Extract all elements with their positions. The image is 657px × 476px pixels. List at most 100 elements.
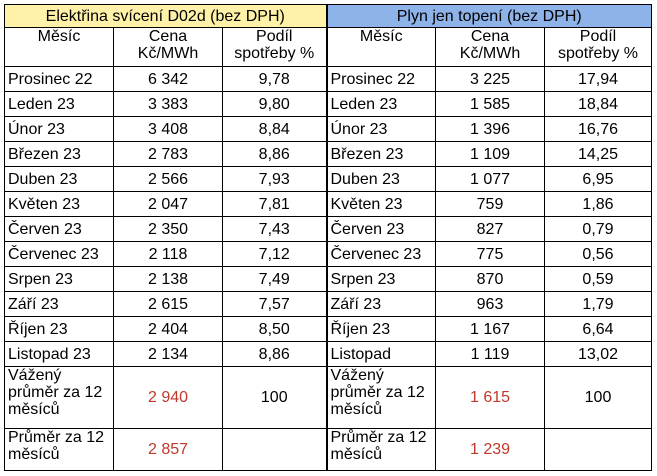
gas-price-cell: 1 585 — [435, 91, 545, 117]
gas-price-cell: 1 077 — [435, 166, 545, 192]
gas-price-cell: 759 — [435, 191, 545, 217]
el-month-header: Měsíc — [4, 27, 114, 67]
el-share-cell: 7,93 — [222, 166, 327, 192]
table-row: Listopad 23 2 134 8,86 Listopad 1 119 13,02 — [4, 341, 652, 367]
el-share-cell: 7,81 — [222, 191, 327, 217]
gas-month-cell: Září 23 — [325, 291, 436, 317]
gas-month-cell: Říjen 23 — [325, 316, 436, 342]
table-row: Březen 23 2 783 8,86 Březen 23 1 109 14,25 — [4, 141, 652, 167]
table-row: Leden 23 3 383 9,80 Leden 23 1 585 18,84 — [4, 91, 652, 117]
table-row: Červenec 23 2 118 7,12 Červenec 23 775 0,56 — [4, 241, 652, 267]
gas-month-cell: Leden 23 — [325, 91, 436, 117]
el-price-header: Cena Kč/MWh — [113, 27, 223, 67]
el-share-cell: 9,78 — [222, 66, 327, 92]
gas-month-cell: Červenec 23 — [325, 241, 436, 267]
gas-month-cell: Srpen 23 — [325, 266, 436, 292]
el-month-cell: Leden 23 — [4, 91, 114, 117]
el-price-cell: 2 404 — [113, 316, 223, 342]
el-month-cell: Září 23 — [4, 291, 114, 317]
el-share-cell: 8,86 — [222, 341, 327, 367]
gas-month-cell: Únor 23 — [325, 116, 436, 142]
average-gas-price: 1 239 — [435, 428, 545, 471]
gas-price-cell: 870 — [435, 266, 545, 292]
weighted-gas-share: 100 — [544, 366, 652, 429]
gas-share-cell: 0,59 — [544, 266, 652, 292]
el-share-cell: 8,84 — [222, 116, 327, 142]
gas-month-cell: Prosinec 22 — [325, 66, 436, 92]
gas-share-cell: 18,84 — [544, 91, 652, 117]
weighted-el-price: 2 940 — [113, 366, 223, 429]
el-price-cell: 2 118 — [113, 241, 223, 267]
weighted-gas-label: Vážený průměr za 12 měsíců — [325, 366, 436, 429]
el-price-cell: 3 383 — [113, 91, 223, 117]
electricity-title: Elektřina svícení D02d (bez DPH) — [4, 4, 327, 28]
el-price-cell: 2 783 — [113, 141, 223, 167]
table-row: Únor 23 3 408 8,84 Únor 23 1 396 16,76 — [4, 116, 652, 142]
average-row: Průměr za 12 měsíců 2 857 Průměr za 12 měs… — [4, 428, 652, 471]
el-month-cell: Červen 23 — [4, 216, 114, 242]
price-table: Elektřina svícení D02d (bez DPH) Plyn je… — [4, 4, 652, 471]
gas-share-cell: 6,64 — [544, 316, 652, 342]
el-month-cell: Listopad 23 — [4, 341, 114, 367]
weighted-gas-price: 1 615 — [435, 366, 545, 429]
el-share-cell: 7,43 — [222, 216, 327, 242]
table-row: Květen 23 2 047 7,81 Květen 23 759 1,86 — [4, 191, 652, 217]
el-month-cell: Duben 23 — [4, 166, 114, 192]
gas-month-cell: Březen 23 — [325, 141, 436, 167]
average-gas-label: Průměr za 12 měsíců — [325, 428, 436, 471]
el-price-cell: 3 408 — [113, 116, 223, 142]
el-price-cell: 2 615 — [113, 291, 223, 317]
gas-month-cell: Květen 23 — [325, 191, 436, 217]
average-el-price: 2 857 — [113, 428, 223, 471]
group-header-row: Elektřina svícení D02d (bez DPH) Plyn je… — [4, 4, 652, 28]
el-price-cell: 6 342 — [113, 66, 223, 92]
gas-title: Plyn jen topení (bez DPH) — [325, 4, 652, 28]
gas-price-cell: 1 119 — [435, 341, 545, 367]
el-month-cell: Březen 23 — [4, 141, 114, 167]
table-row: Říjen 23 2 404 8,50 Říjen 23 1 167 6,64 — [4, 316, 652, 342]
gas-share-cell: 1,86 — [544, 191, 652, 217]
average-gas-share — [544, 428, 652, 471]
el-share-cell: 7,12 — [222, 241, 327, 267]
el-share-cell: 7,49 — [222, 266, 327, 292]
average-label: Průměr za 12 měsíců — [4, 428, 114, 471]
gas-share-cell: 13,02 — [544, 341, 652, 367]
gas-share-cell: 6,95 — [544, 166, 652, 192]
gas-share-cell: 1,79 — [544, 291, 652, 317]
gas-share-cell: 0,79 — [544, 216, 652, 242]
weighted-average-row: Vážený průměr za 12 měsíců 2 940 100 Vážený… — [4, 366, 652, 429]
gas-month-cell: Červen 23 — [325, 216, 436, 242]
gas-price-cell: 827 — [435, 216, 545, 242]
gas-share-cell: 0,56 — [544, 241, 652, 267]
el-month-cell: Únor 23 — [4, 116, 114, 142]
weighted-el-share: 100 — [222, 366, 327, 429]
table-row: Duben 23 2 566 7,93 Duben 23 1 077 6,95 — [4, 166, 652, 192]
el-month-cell: Prosinec 22 — [4, 66, 114, 92]
gas-month-cell: Listopad — [325, 341, 436, 367]
el-share-cell: 7,57 — [222, 291, 327, 317]
el-month-cell: Květen 23 — [4, 191, 114, 217]
el-share-cell: 9,80 — [222, 91, 327, 117]
average-el-share — [222, 428, 327, 471]
column-header-row: Měsíc Cena Kč/MWh Podíl spotřeby % Měsíc… — [4, 27, 652, 67]
gas-share-cell: 17,94 — [544, 66, 652, 92]
el-month-cell: Říjen 23 — [4, 316, 114, 342]
gas-price-cell: 963 — [435, 291, 545, 317]
el-month-cell: Srpen 23 — [4, 266, 114, 292]
el-month-cell: Červenec 23 — [4, 241, 114, 267]
table-row: Září 23 2 615 7,57 Září 23 963 1,79 — [4, 291, 652, 317]
table-row: Červen 23 2 350 7,43 Červen 23 827 0,79 — [4, 216, 652, 242]
gas-price-cell: 1 167 — [435, 316, 545, 342]
gas-price-cell: 775 — [435, 241, 545, 267]
gas-price-cell: 3 225 — [435, 66, 545, 92]
weighted-label: Vážený průměr za 12 měsíců — [4, 366, 114, 429]
table-row: Srpen 23 2 138 7,49 Srpen 23 870 0,59 — [4, 266, 652, 292]
gas-share-cell: 14,25 — [544, 141, 652, 167]
gas-month-header: Měsíc — [325, 27, 436, 67]
el-price-cell: 2 566 — [113, 166, 223, 192]
table-row: Prosinec 22 6 342 9,78 Prosinec 22 3 225 17,9… — [4, 66, 652, 92]
el-share-cell: 8,50 — [222, 316, 327, 342]
gas-share-header: Podíl spotřeby % — [544, 27, 652, 67]
el-price-cell: 2 047 — [113, 191, 223, 217]
el-share-cell: 8,86 — [222, 141, 327, 167]
